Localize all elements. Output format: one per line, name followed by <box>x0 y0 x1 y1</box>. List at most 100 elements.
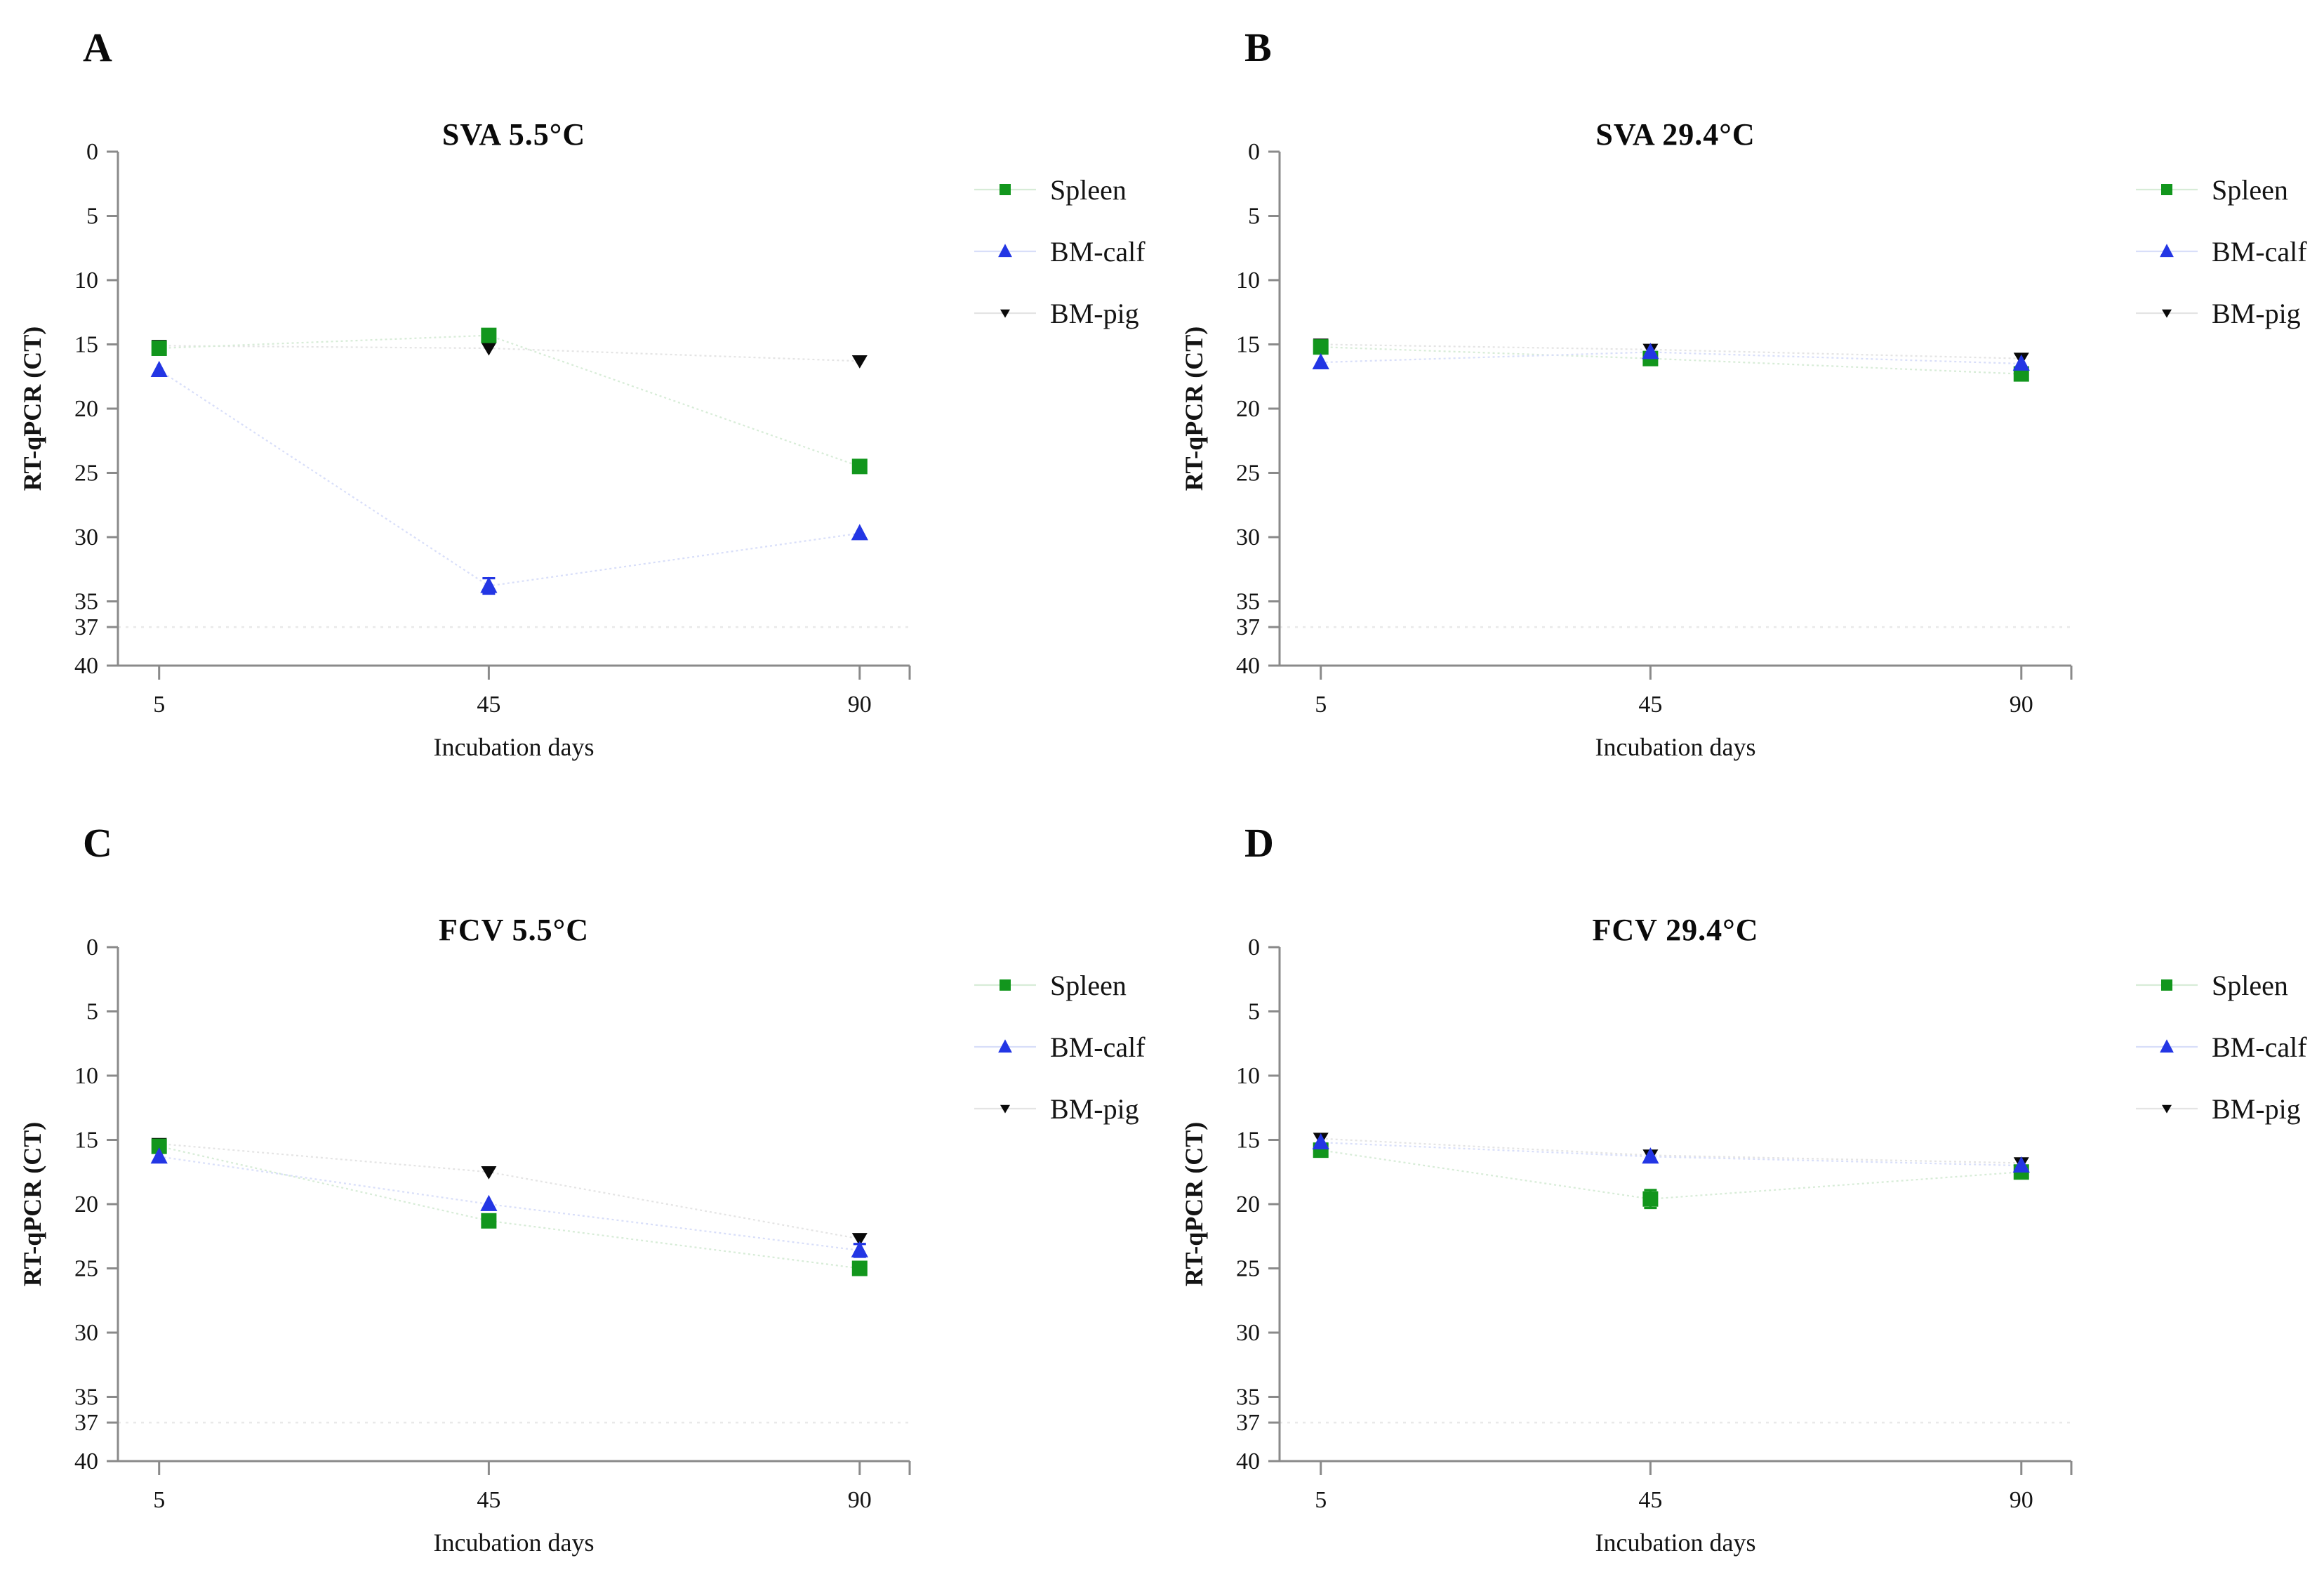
y-tick-label: 25 <box>74 461 98 487</box>
legend-marker-spleen <box>1000 979 1011 991</box>
marker-spleen <box>151 340 167 356</box>
x-axis-title: Incubation days <box>434 1529 595 1557</box>
x-tick-label: 45 <box>1638 692 1662 718</box>
y-tick-label: 10 <box>74 1063 98 1089</box>
legend-label: BM-pig <box>1050 1093 1139 1125</box>
y-tick-label: 30 <box>1236 1320 1260 1346</box>
marker-spleen <box>851 1260 868 1276</box>
legend-marker-bm-pig <box>1000 309 1010 318</box>
marker-spleen <box>1642 1191 1659 1207</box>
marker-spleen <box>151 1138 167 1154</box>
legend-marker-bm-pig <box>2162 309 2172 318</box>
marker-spleen <box>481 1213 497 1229</box>
x-tick-label: 45 <box>1638 1487 1662 1513</box>
y-tick-label: 15 <box>74 332 98 358</box>
marker-bm-pig <box>851 355 868 369</box>
marker-bm-calf <box>480 1194 498 1211</box>
legend-marker-bm-pig <box>1000 1104 1010 1114</box>
y-tick-label: 5 <box>86 204 98 230</box>
panel-a: A SVA 5.5°C 0 5 10 15 20 25 30 35 37 40 5 45 90 RT-qP… <box>0 0 1162 796</box>
panel-title: FCV 5.5°C <box>438 913 589 947</box>
marker-bm-calf <box>2012 1156 2030 1173</box>
series-line-bm-pig <box>1320 343 2021 359</box>
marker-bm-calf <box>150 360 168 377</box>
legend-label: Spleen <box>2212 174 2288 206</box>
x-tick-label: 45 <box>477 692 500 718</box>
x-tick-label: 90 <box>848 1487 872 1513</box>
panel-letter: A <box>83 25 112 70</box>
marker-bm-calf <box>2012 354 2030 371</box>
marker-bm-calf <box>1642 1147 1659 1164</box>
series-line-bm-pig <box>1320 1137 2021 1164</box>
y-tick-label: 5 <box>1248 204 1260 230</box>
x-tick-label: 90 <box>848 692 872 718</box>
y-axis-title: RT-qPCR (CT) <box>1180 326 1208 491</box>
legend-label: Spleen <box>2212 970 2288 1001</box>
y-axis-title: RT-qPCR (CT) <box>1180 1122 1208 1286</box>
series-line-bm-calf <box>159 1156 860 1251</box>
y-tick-label: 5 <box>86 999 98 1025</box>
legend-label: Spleen <box>1050 174 1127 206</box>
y-tick-label: 30 <box>1236 524 1260 550</box>
marker-spleen <box>1313 339 1329 355</box>
marker-bm-pig <box>481 342 497 356</box>
y-tick-label: 37 <box>1236 1410 1260 1436</box>
y-tick-label: 0 <box>1248 139 1260 165</box>
legend-label: BM-pig <box>2212 298 2301 329</box>
y-tick-label: 20 <box>1236 396 1260 422</box>
x-axis-title: Incubation days <box>1595 733 1756 761</box>
legend-label: BM-pig <box>2212 1093 2301 1125</box>
legend-marker-spleen <box>1000 184 1011 195</box>
panel-title: SVA 5.5°C <box>441 117 586 152</box>
y-tick-label: 40 <box>1236 1448 1260 1474</box>
y-tick-label: 0 <box>1248 935 1260 960</box>
legend-marker-bm-pig <box>2162 1104 2172 1114</box>
y-tick-label: 5 <box>1248 999 1260 1025</box>
marker-bm-pig <box>851 1233 868 1246</box>
marker-bm-calf <box>150 1147 168 1164</box>
y-tick-label: 35 <box>74 1385 98 1411</box>
legend-marker-bm-calf <box>2160 244 2174 258</box>
marker-spleen <box>851 458 868 475</box>
legend-label: BM-calf <box>2212 1031 2307 1063</box>
y-tick-label: 20 <box>74 396 98 422</box>
y-tick-label: 0 <box>86 139 98 165</box>
x-tick-label: 5 <box>153 692 165 718</box>
series-line-bm-calf <box>1320 351 2021 365</box>
y-tick-label: 10 <box>1236 1063 1260 1089</box>
legend-label: BM-calf <box>1050 1031 1146 1063</box>
panel-title: FCV 29.4°C <box>1592 913 1759 947</box>
panel-title: SVA 29.4°C <box>1595 117 1755 152</box>
y-tick-label: 37 <box>74 614 98 640</box>
y-axis-title: RT-qPCR (CT) <box>18 326 46 491</box>
panel-c: C FCV 5.5°C 0 5 10 15 20 25 30 35 37 40 5 45 90 RT-qP… <box>0 796 1162 1591</box>
y-tick-label: 30 <box>74 524 98 550</box>
x-tick-label: 5 <box>153 1487 165 1513</box>
marker-bm-calf <box>1312 1133 1329 1150</box>
legend-label: Spleen <box>1050 970 1127 1001</box>
y-tick-label: 20 <box>1236 1191 1260 1217</box>
y-axis-title: RT-qPCR (CT) <box>18 1122 46 1286</box>
y-tick-label: 0 <box>86 935 98 960</box>
legend-marker-spleen <box>2161 184 2172 195</box>
y-tick-label: 25 <box>74 1256 98 1282</box>
x-tick-label: 5 <box>1315 1487 1327 1513</box>
legend-marker-bm-calf <box>998 1039 1012 1053</box>
y-tick-label: 35 <box>1236 589 1260 615</box>
y-tick-label: 10 <box>74 268 98 293</box>
panel-d: D FCV 29.4°C 0 5 10 15 20 25 30 35 37 40 5 45 90 RT-q… <box>1162 796 2324 1591</box>
y-tick-label: 40 <box>74 653 98 679</box>
panel-letter: B <box>1244 25 1272 70</box>
marker-bm-pig <box>481 1166 497 1180</box>
legend-marker-bm-calf <box>998 244 1012 258</box>
x-tick-label: 5 <box>1315 692 1327 718</box>
y-tick-label: 15 <box>1236 1128 1260 1154</box>
legend-marker-spleen <box>2161 979 2172 991</box>
series-line-spleen <box>159 334 861 468</box>
y-tick-label: 15 <box>1236 332 1260 358</box>
